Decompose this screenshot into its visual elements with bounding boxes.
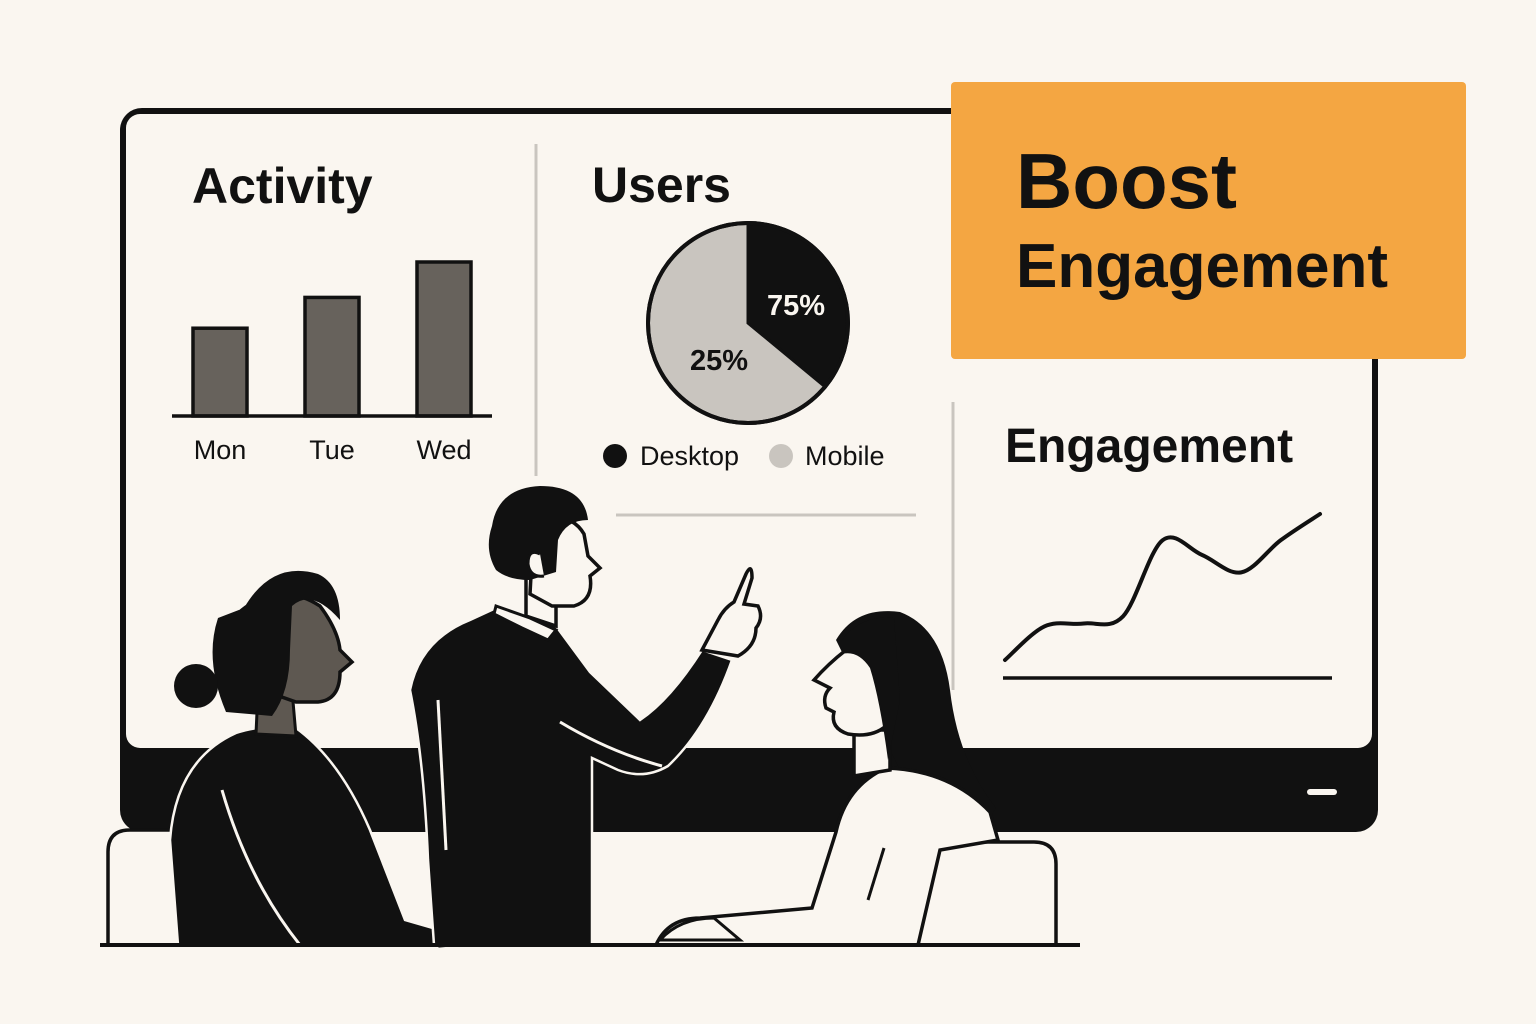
pie-label-desktop: 75% [767, 290, 825, 322]
bar-label-mon: Mon [194, 435, 247, 465]
engagement-title: Engagement [1005, 420, 1293, 473]
woman-seated-right-icon [653, 611, 1001, 947]
bar-label-wed: Wed [416, 435, 471, 465]
bar-tue [303, 295, 361, 418]
legend-mobile-label: Mobile [805, 441, 885, 471]
users-pie-chart: 75% 25% [646, 221, 850, 425]
bar-label-tue: Tue [309, 435, 355, 465]
banner-line-1: Boost [1016, 137, 1237, 225]
panel-dividers [534, 144, 955, 690]
banner-line-2: Engagement [1016, 232, 1388, 301]
bar-mon [191, 326, 249, 418]
legend-desktop-label: Desktop [640, 441, 739, 471]
engagement-line-chart [1003, 512, 1322, 662]
pie-label-mobile: 25% [690, 345, 748, 377]
users-panel: Users 75% 25% Desktop Mobile [592, 157, 885, 471]
users-legend: Desktop Mobile [603, 441, 885, 471]
activity-panel: Activity Mon Tue Wed [172, 158, 492, 465]
users-title: Users [592, 157, 731, 213]
bar-wed [415, 260, 473, 418]
banner-background [951, 82, 1466, 359]
legend-desktop-swatch [603, 444, 627, 468]
monitor-power-led [1307, 789, 1337, 795]
man-presenter-pointing-icon [408, 486, 763, 947]
legend-mobile-swatch [769, 444, 793, 468]
pie-outline [646, 221, 850, 425]
activity-title: Activity [192, 158, 373, 214]
boost-engagement-banner: Boost Engagement [951, 82, 1466, 359]
engagement-series-line [1003, 512, 1322, 662]
engagement-panel: Engagement [1003, 420, 1332, 680]
activity-bar-chart: Mon Tue Wed [191, 260, 473, 465]
